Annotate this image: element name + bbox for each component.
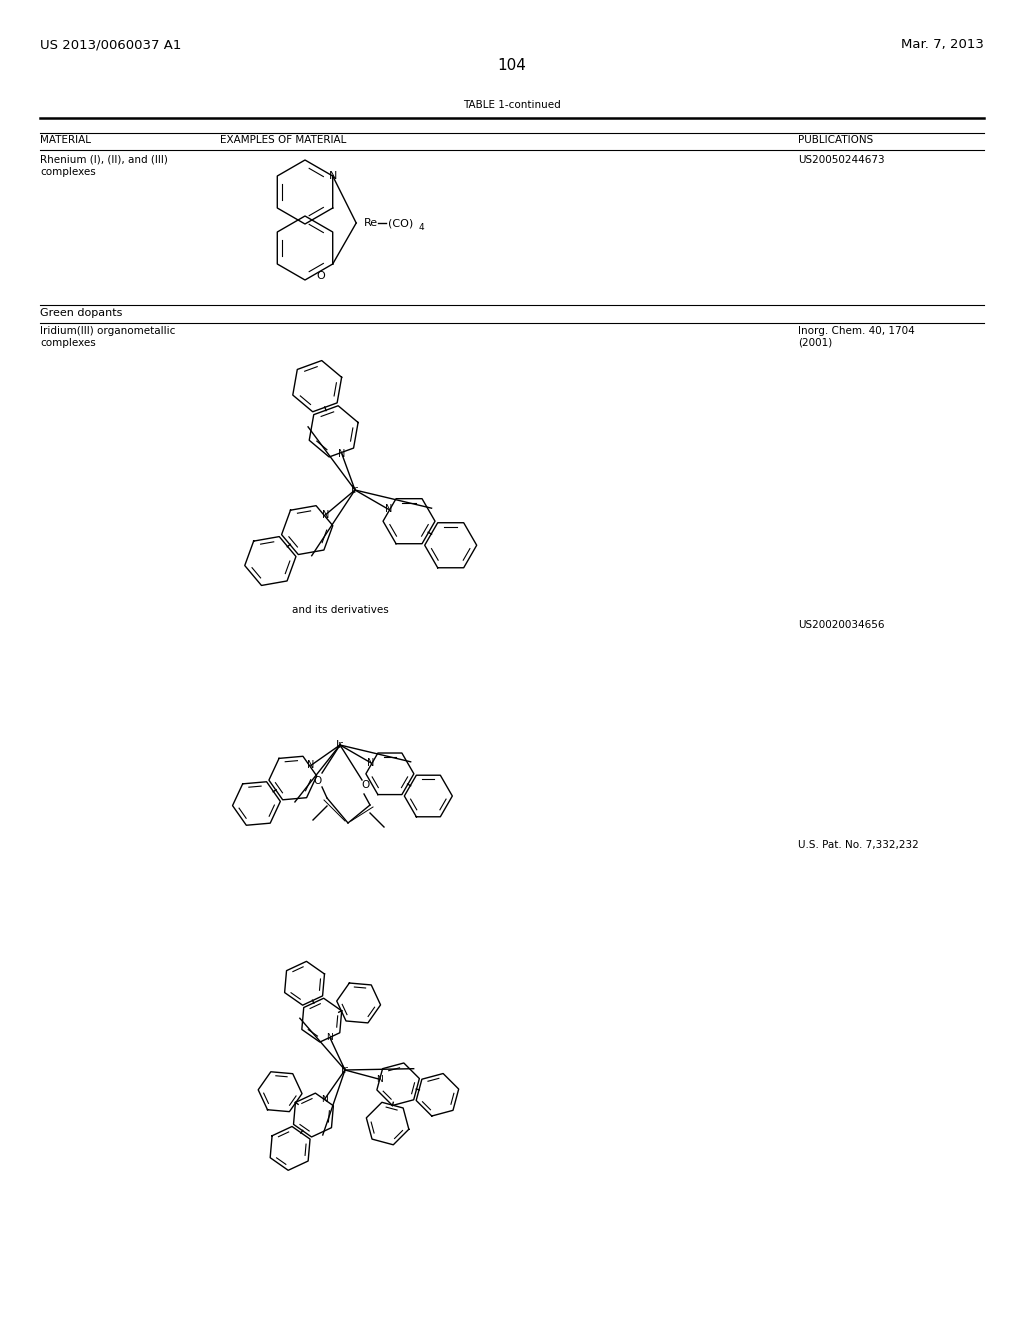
Text: N: N <box>307 760 314 771</box>
Text: O: O <box>316 271 326 281</box>
Text: Inorg. Chem. 40, 1704
(2001): Inorg. Chem. 40, 1704 (2001) <box>798 326 914 347</box>
Text: EXAMPLES OF MATERIAL: EXAMPLES OF MATERIAL <box>220 135 346 145</box>
Text: US20020034656: US20020034656 <box>798 620 885 630</box>
Text: and its derivatives: and its derivatives <box>292 605 388 615</box>
Text: Iridium(III) organometallic
complexes: Iridium(III) organometallic complexes <box>40 326 175 347</box>
Text: Rhenium (I), (II), and (III)
complexes: Rhenium (I), (II), and (III) complexes <box>40 154 168 177</box>
Text: N: N <box>329 172 337 181</box>
Text: Ir: Ir <box>336 741 344 750</box>
Text: Mar. 7, 2013: Mar. 7, 2013 <box>901 38 984 51</box>
Text: Ir: Ir <box>351 484 359 495</box>
Text: US 2013/0060037 A1: US 2013/0060037 A1 <box>40 38 181 51</box>
Text: N: N <box>327 1034 334 1043</box>
Text: N: N <box>376 1074 383 1084</box>
Text: 4: 4 <box>418 223 424 231</box>
Text: N: N <box>322 510 329 520</box>
Text: N: N <box>367 758 375 768</box>
Text: PUBLICATIONS: PUBLICATIONS <box>798 135 873 145</box>
Text: U.S. Pat. No. 7,332,232: U.S. Pat. No. 7,332,232 <box>798 840 919 850</box>
Text: O: O <box>313 776 322 785</box>
Text: (CO): (CO) <box>388 218 414 228</box>
Text: MATERIAL: MATERIAL <box>40 135 91 145</box>
Text: O: O <box>360 780 369 789</box>
Text: N: N <box>385 504 392 515</box>
Text: N: N <box>338 449 345 459</box>
Text: US20050244673: US20050244673 <box>798 154 885 165</box>
Text: Ir: Ir <box>341 1065 349 1074</box>
Text: 104: 104 <box>498 58 526 73</box>
Text: Re: Re <box>365 218 378 228</box>
Text: TABLE 1-continued: TABLE 1-continued <box>463 100 561 110</box>
Text: Green dopants: Green dopants <box>40 308 123 318</box>
Text: N: N <box>322 1094 328 1104</box>
